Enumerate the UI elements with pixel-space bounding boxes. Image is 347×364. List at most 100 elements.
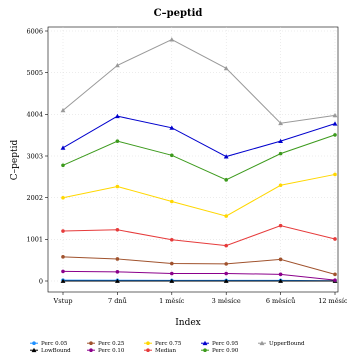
legend-marker xyxy=(89,341,93,346)
data-point xyxy=(278,223,283,228)
legend-item: Perc 0.05 xyxy=(30,341,68,347)
data-point xyxy=(115,228,120,232)
x-tick-label: 12 měsíců xyxy=(318,296,347,305)
data-point xyxy=(333,237,337,241)
data-point xyxy=(115,278,120,283)
data-point xyxy=(170,261,174,266)
data-point xyxy=(278,278,283,283)
series-line xyxy=(62,39,336,124)
x-axis-ticks: Vstup 7 dnů 1 měsíc 3 měsíce 6 měsíců 12 měsí… xyxy=(53,292,347,305)
data-point xyxy=(115,113,120,119)
data-point xyxy=(61,269,65,274)
legend-label: Median xyxy=(155,348,176,354)
data-point xyxy=(61,163,65,168)
data-point xyxy=(170,237,174,242)
data-point xyxy=(333,133,337,137)
legend-marker xyxy=(259,340,265,346)
series-line xyxy=(62,279,336,282)
data-point xyxy=(115,184,120,189)
series-perc-0-75 xyxy=(61,172,337,218)
legend-marker xyxy=(31,347,37,353)
series-layer xyxy=(60,37,338,283)
legend-label: LowBound xyxy=(41,348,71,354)
legend-marker xyxy=(202,340,208,346)
legend-marker xyxy=(32,341,36,346)
legend-label: Perc 0.25 xyxy=(98,341,125,347)
legend-marker xyxy=(89,348,93,353)
data-point xyxy=(61,229,65,233)
legend-marker xyxy=(146,348,150,353)
data-point xyxy=(115,257,120,261)
x-axis-label: Index xyxy=(175,318,201,328)
data-point xyxy=(60,278,66,283)
data-point xyxy=(169,37,175,42)
legend-label: Perc 0.90 xyxy=(212,348,239,354)
data-point xyxy=(333,278,337,282)
y-tick-label: 4004 xyxy=(26,111,43,119)
legend-label: UpperBound xyxy=(269,341,305,347)
series-perc-0-95 xyxy=(60,113,338,159)
data-point xyxy=(169,278,175,283)
data-point xyxy=(170,271,174,276)
legend-label: Perc 0.05 xyxy=(41,341,68,347)
data-point xyxy=(332,112,338,118)
data-point xyxy=(278,151,283,156)
y-axis-ticks: 0 1001 2002 3003 4004 5005 6006 xyxy=(26,27,48,285)
data-point xyxy=(224,243,228,248)
data-point xyxy=(61,195,65,200)
legend-marker xyxy=(203,348,207,353)
data-point xyxy=(224,214,228,218)
data-point xyxy=(224,178,228,182)
data-point xyxy=(278,183,283,188)
series-line xyxy=(62,134,336,181)
data-point xyxy=(278,120,283,126)
data-point xyxy=(332,121,338,126)
series-line xyxy=(62,270,336,281)
x-tick-label: 1 měsíc xyxy=(159,297,185,305)
legend-item: Median xyxy=(144,348,176,354)
legend-item: Perc 0.75 xyxy=(144,341,182,347)
y-tick-label: 5005 xyxy=(26,69,43,77)
x-tick-label: Vstup xyxy=(53,297,73,305)
legend-label: Perc 0.10 xyxy=(98,348,125,354)
series-line xyxy=(62,225,336,247)
legend-item: Perc 0.10 xyxy=(87,348,125,354)
series-perc-0-90 xyxy=(61,133,337,182)
data-point xyxy=(169,125,175,130)
data-point xyxy=(333,172,337,177)
series-upperbound xyxy=(60,37,338,126)
series-line xyxy=(62,256,336,275)
legend-item: Perc 0.25 xyxy=(87,341,125,347)
series-lowbound xyxy=(60,278,338,283)
y-tick-label: 2002 xyxy=(26,194,43,202)
y-axis-label: C–peptid xyxy=(10,140,20,181)
data-point xyxy=(333,272,337,277)
data-point xyxy=(115,62,120,68)
legend-item: Perc 0.95 xyxy=(201,340,239,347)
x-tick-label: 6 měsíců xyxy=(266,296,295,305)
chart-title: C–peptid xyxy=(154,8,203,19)
data-point xyxy=(61,255,65,259)
series-perc-0-25 xyxy=(61,255,337,277)
plot-frame xyxy=(47,26,339,293)
legend-item: UpperBound xyxy=(258,340,305,347)
legend-marker xyxy=(146,341,150,346)
data-point xyxy=(278,138,283,144)
data-point xyxy=(170,153,174,158)
series-median xyxy=(61,223,337,248)
legend-item: LowBound xyxy=(30,347,71,354)
data-point xyxy=(278,257,283,262)
legend-label: Perc 0.75 xyxy=(155,341,182,347)
data-point xyxy=(223,65,229,71)
y-tick-label: 1001 xyxy=(26,236,43,244)
y-tick-label: 6006 xyxy=(26,27,43,35)
y-tick-label: 3003 xyxy=(26,152,43,160)
data-point xyxy=(278,272,283,277)
grid xyxy=(48,27,338,292)
data-point xyxy=(223,278,229,283)
x-tick-label: 7 dnů xyxy=(108,296,127,305)
y-tick-label: 0 xyxy=(39,277,43,285)
legend-label: Perc 0.95 xyxy=(212,341,239,347)
